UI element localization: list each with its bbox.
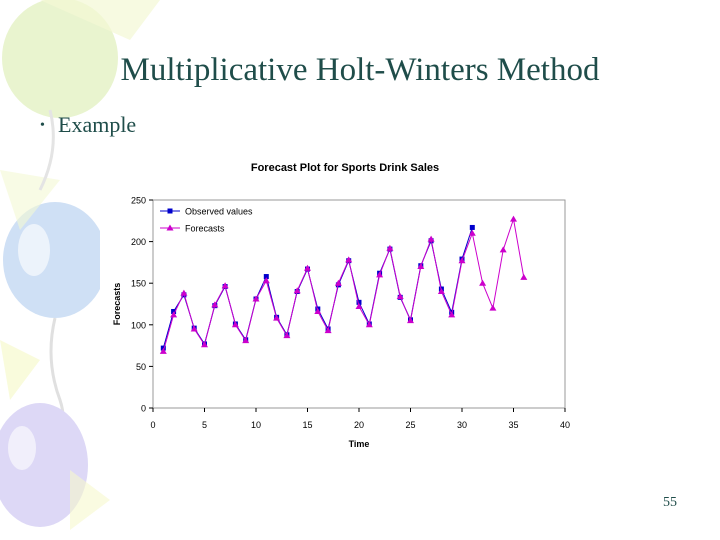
bullet-icon: • (40, 118, 45, 133)
legend-label: Observed values (185, 207, 253, 217)
forecast-point (376, 271, 384, 278)
x-tick-label: 10 (251, 420, 261, 430)
forecast-point (231, 321, 239, 328)
forecast-line (162, 218, 525, 352)
forecast-point (489, 304, 497, 311)
y-tick-label: 0 (141, 404, 146, 414)
forecast-point (510, 215, 517, 222)
x-axis: 0 5 10 15 20 25 30 35 40 (150, 408, 570, 430)
x-tick-label: 20 (354, 420, 364, 430)
forecast-point (417, 263, 425, 270)
forecast-point (334, 279, 342, 286)
forecast-chart: Forecast Plot for Sports Drink Sales 050… (100, 150, 580, 460)
forecast-point (427, 235, 435, 242)
x-tick-label: 15 (302, 420, 312, 430)
forecast-point (468, 229, 476, 236)
forecast-point (180, 289, 188, 296)
forecast-point (242, 337, 250, 344)
x-tick-label: 5 (202, 420, 207, 430)
bullet-text: Example (58, 112, 137, 137)
forecast-point (396, 293, 404, 300)
forecast-point (159, 347, 167, 354)
forecast-point (448, 311, 456, 318)
observed-point (469, 224, 475, 230)
x-tick-label: 0 (150, 420, 155, 430)
y-tick-label: 150 (131, 279, 146, 289)
forecast-point (221, 282, 229, 289)
forecast-point (190, 325, 198, 332)
forecast-point (211, 301, 219, 308)
bullet-item: • Example (40, 112, 136, 138)
forecast-point (252, 295, 260, 302)
forecast-point (293, 287, 301, 294)
forecast-point (365, 321, 373, 328)
forecast-point (479, 279, 487, 286)
forecast-point (520, 273, 528, 280)
forecast-point (458, 257, 466, 264)
forecast-point (407, 317, 414, 324)
x-tick-label: 40 (560, 420, 570, 430)
slide-title: Multiplicative Holt-Winters Method (120, 52, 600, 88)
legend-marker (166, 224, 174, 231)
forecast-point (386, 244, 394, 251)
forecast-point (262, 277, 270, 284)
forecast-point (499, 246, 507, 253)
chart-title: Forecast Plot for Sports Drink Sales (251, 162, 439, 174)
x-tick-label: 25 (405, 420, 415, 430)
forecast-point (324, 327, 332, 334)
forecast-point (283, 332, 291, 339)
balloon-decoration (0, 0, 160, 530)
x-tick-label: 35 (508, 420, 518, 430)
forecast-point (304, 264, 311, 271)
observed-point (263, 274, 269, 280)
forecast-point (273, 314, 281, 321)
chart-legend: Observed values Forecasts (160, 207, 253, 234)
legend-marker (167, 208, 173, 214)
observed-point (356, 299, 362, 305)
y-axis-label: Forecasts (112, 283, 122, 326)
forecast-point (314, 307, 322, 314)
y-tick-label: 200 (131, 237, 146, 247)
series-layer (159, 215, 528, 354)
forecast-point (355, 302, 363, 309)
forecast-point (170, 311, 178, 318)
forecast-point (437, 288, 445, 295)
page-number: 55 (663, 495, 677, 510)
y-axis: 0 50 100 150 200 250 (131, 196, 153, 414)
y-tick-label: 100 (131, 320, 146, 330)
legend-label: Forecasts (185, 224, 225, 234)
series-forecasts (159, 215, 528, 354)
y-tick-label: 50 (136, 362, 146, 372)
x-tick-label: 30 (457, 420, 467, 430)
x-axis-label: Time (349, 439, 370, 449)
forecast-point (345, 256, 353, 263)
y-tick-label: 250 (131, 196, 146, 206)
forecast-point (201, 341, 208, 348)
